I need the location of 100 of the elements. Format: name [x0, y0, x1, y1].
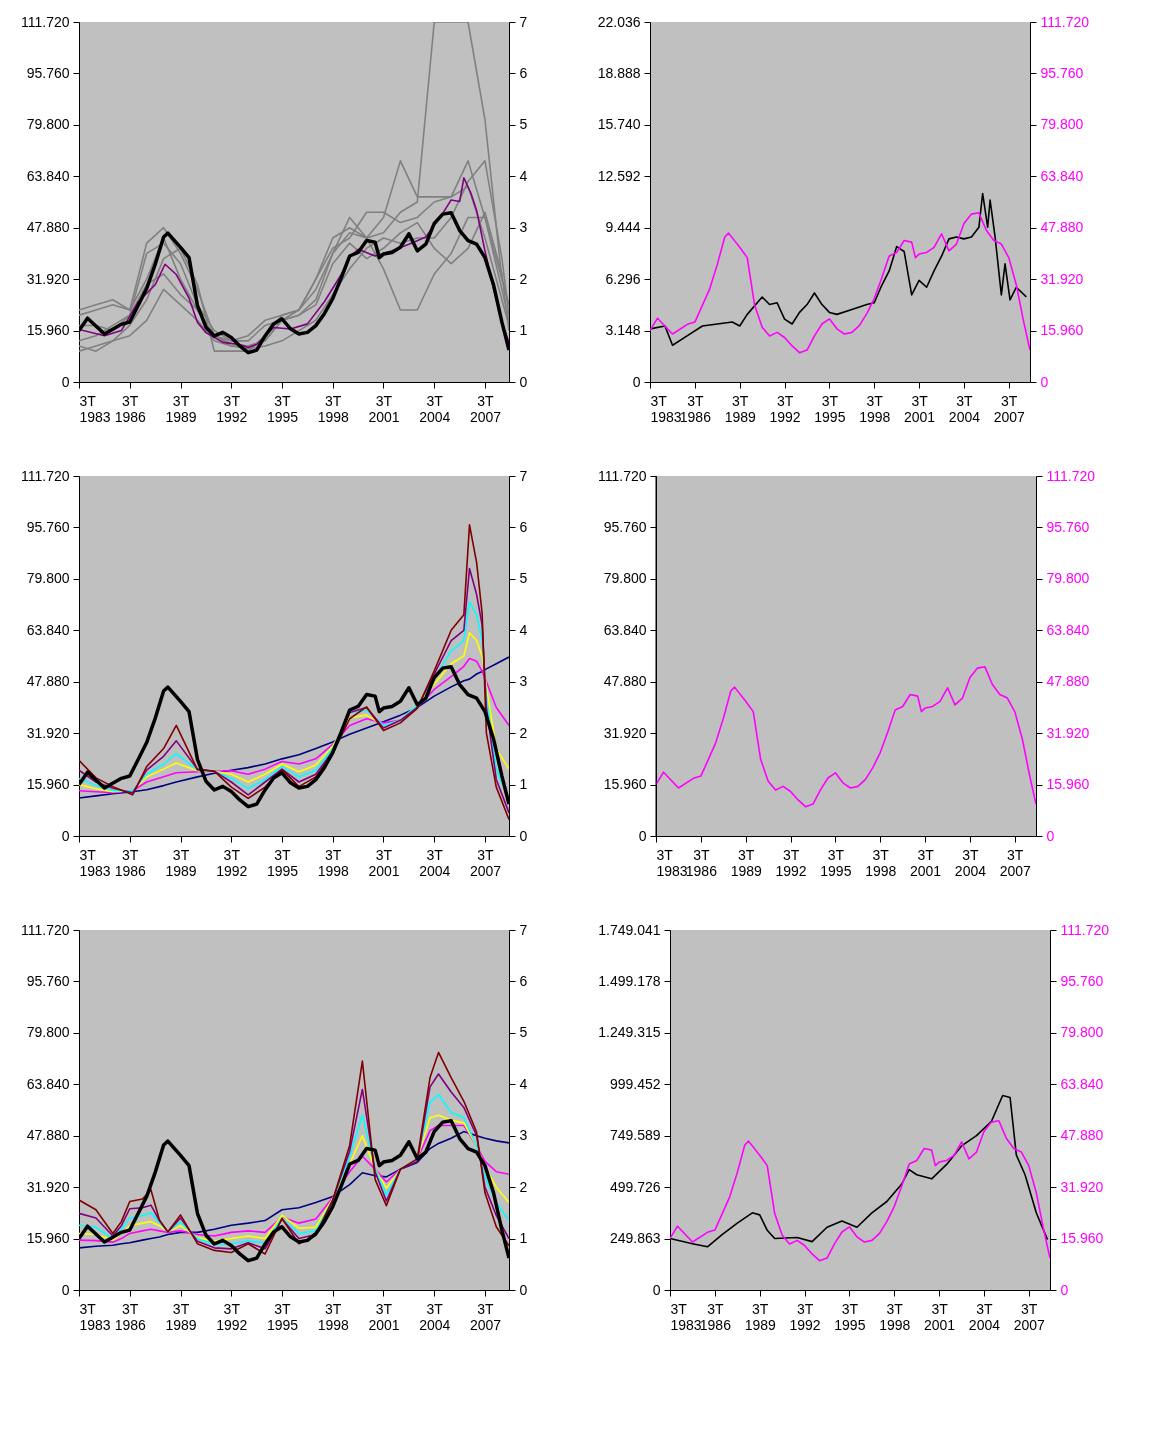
x-tick-label: 3T 1998 [317, 392, 350, 425]
y2-tick-label: 6 [519, 64, 528, 81]
y2-tick-label: 2 [519, 1178, 528, 1195]
x-tick-label: 3T 1998 [859, 392, 891, 425]
x-tick-label: 3T 1989 [165, 392, 197, 425]
x-tick-label: 3T 2007 [469, 846, 502, 879]
y-tick-label: 31.920 [26, 270, 70, 287]
y2-tick-label: 6 [519, 518, 528, 535]
y-tick-label: 15.960 [26, 322, 70, 339]
x-tick-label: 3T 1998 [879, 1300, 911, 1333]
y-tick-label: 111.720 [20, 13, 70, 30]
x-tick-label: 3T 2001 [368, 846, 400, 879]
y2-tick-label: 31.920 [1060, 1178, 1104, 1195]
x-tick-label: 3T 1986 [114, 392, 147, 425]
y-tick-label: 111.720 [20, 921, 70, 938]
y-tick-label: 111.720 [20, 467, 70, 484]
x-tick-label: 3T 2004 [968, 1300, 1001, 1333]
y-tick-label: 63.840 [26, 167, 70, 184]
x-tick-label: 3T 1989 [724, 392, 756, 425]
y2-tick-label: 7 [519, 467, 528, 484]
y2-tick-label: 2 [519, 724, 528, 741]
y2-tick-label: 4 [519, 167, 528, 184]
y-tick-label: 6.296 [605, 270, 641, 287]
x-tick-label: 3T 1986 [679, 392, 712, 425]
y-tick-label: 63.840 [603, 621, 647, 638]
x-tick-label: 3T 2001 [368, 392, 400, 425]
y2-tick-label: 95.760 [1060, 972, 1104, 989]
x-tick-label: 3T 1998 [317, 846, 350, 879]
y2-tick-label: 1 [519, 1230, 528, 1247]
y-tick-label: 0 [638, 827, 647, 844]
y-tick-label: 22.036 [597, 13, 641, 30]
x-tick-label: 3T 1995 [814, 392, 846, 425]
y2-tick-label: 15.960 [1046, 776, 1090, 793]
y2-tick-label: 2 [519, 270, 528, 287]
x-tick-label: 3T 2001 [904, 392, 936, 425]
x-tick-label: 3T 1995 [266, 1300, 299, 1333]
y-tick-label: 15.740 [597, 116, 641, 133]
x-tick-label: 3T 2007 [469, 1300, 502, 1333]
x-tick-label: 3T 2007 [1013, 1300, 1046, 1333]
y2-tick-label: 79.800 [1046, 570, 1090, 587]
y2-tick-label: 5 [519, 116, 528, 133]
y-tick-label: 999.452 [609, 1075, 661, 1092]
y-tick-label: 111.720 [597, 467, 647, 484]
y-tick-label: 31.920 [26, 724, 70, 741]
y2-tick-label: 1 [519, 322, 528, 339]
y2-tick-label: 1 [519, 776, 528, 793]
x-tick-label: 3T 1992 [216, 392, 248, 425]
y-tick-label: 0 [61, 373, 70, 390]
y2-tick-label: 79.800 [1040, 116, 1084, 133]
y2-tick-label: 47.880 [1040, 219, 1084, 236]
x-tick-label: 3T 2004 [419, 846, 451, 879]
y-tick-label: 0 [61, 1281, 70, 1298]
x-tick-label: 3T 1995 [834, 1300, 866, 1333]
y-tick-label: 63.840 [26, 621, 70, 638]
y2-tick-label: 31.920 [1040, 270, 1084, 287]
y-tick-label: 0 [632, 373, 641, 390]
y-tick-label: 15.960 [26, 1230, 70, 1247]
x-tick-label: 3T 2004 [419, 392, 451, 425]
x-tick-label: 3T 1983 [670, 1300, 702, 1333]
y-tick-label: 18.888 [597, 64, 641, 81]
y2-tick-label: 63.840 [1040, 167, 1084, 184]
x-tick-label: 3T 1989 [744, 1300, 776, 1333]
y-tick-label: 79.800 [603, 570, 647, 587]
y-tick-label: 12.592 [597, 167, 641, 184]
y2-tick-label: 111.720 [1046, 467, 1096, 484]
y2-tick-label: 63.840 [1060, 1075, 1104, 1092]
y2-tick-label: 4 [519, 621, 528, 638]
y-tick-label: 499.726 [609, 1178, 661, 1195]
y-tick-label: 749.589 [609, 1127, 661, 1144]
y2-tick-label: 3 [519, 1127, 528, 1144]
y2-tick-label: 7 [519, 921, 528, 938]
y-tick-label: 63.840 [26, 1075, 70, 1092]
x-tick-label: 3T 1986 [699, 1300, 732, 1333]
y2-tick-label: 0 [1040, 373, 1049, 390]
x-tick-label: 3T 1989 [165, 1300, 197, 1333]
y-tick-label: 0 [652, 1281, 661, 1298]
y-tick-label: 95.760 [26, 64, 70, 81]
y2-tick-label: 4 [519, 1075, 528, 1092]
y2-tick-label: 0 [519, 827, 528, 844]
x-tick-label: 3T 1992 [775, 846, 807, 879]
y2-tick-label: 15.960 [1040, 322, 1084, 339]
y2-tick-label: 3 [519, 219, 528, 236]
y-tick-label: 15.960 [26, 776, 70, 793]
x-tick-label: 3T 2004 [948, 392, 981, 425]
x-tick-label: 3T 1983 [79, 846, 111, 879]
y-tick-label: 3.148 [605, 322, 641, 339]
y-tick-label: 79.800 [26, 116, 70, 133]
y-tick-label: 1.249.315 [598, 1024, 661, 1041]
x-tick-label: 3T 1986 [114, 1300, 147, 1333]
x-tick-label: 3T 1992 [216, 1300, 248, 1333]
x-tick-label: 3T 1998 [317, 1300, 350, 1333]
x-tick-label: 3T 1995 [266, 846, 299, 879]
y2-tick-label: 63.840 [1046, 621, 1090, 638]
y2-tick-label: 15.960 [1060, 1230, 1104, 1247]
x-tick-label: 3T 1995 [266, 392, 299, 425]
y-tick-label: 79.800 [26, 1024, 70, 1041]
x-tick-label: 3T 1992 [769, 392, 801, 425]
x-tick-label: 3T 1998 [865, 846, 897, 879]
x-tick-label: 3T 1989 [165, 846, 197, 879]
y2-tick-label: 111.720 [1060, 921, 1110, 938]
